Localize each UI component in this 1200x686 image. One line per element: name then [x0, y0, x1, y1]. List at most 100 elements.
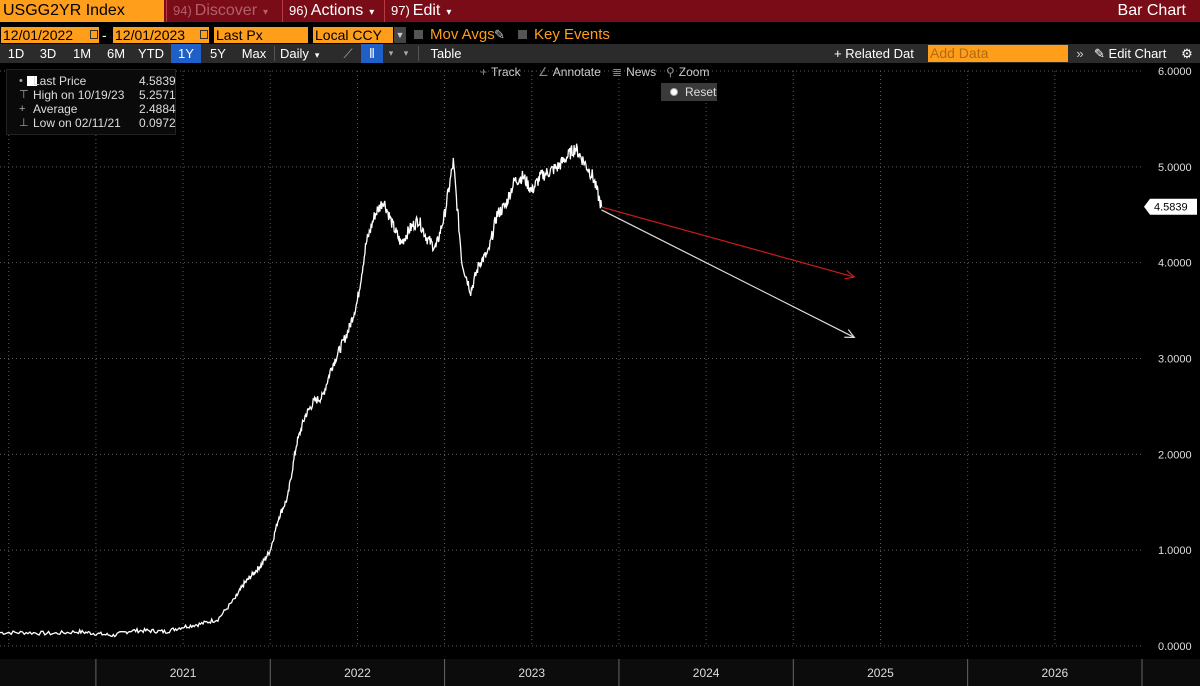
- track-tool-label: Track: [491, 65, 521, 79]
- legend-low-value: 0.0972: [139, 116, 176, 130]
- start-date-value: 12/01/2022: [3, 27, 74, 43]
- y-tick-label: 1.0000: [1158, 545, 1192, 557]
- range-max-button[interactable]: Max: [241, 46, 267, 61]
- y-tick-label: 4.0000: [1158, 258, 1192, 270]
- legend-average-value: 2.4884: [139, 102, 176, 116]
- chevron-down-icon[interactable]: ▼: [394, 27, 406, 43]
- trend-arrow-head: [844, 329, 856, 339]
- legend-last-price: • Last Price 4.5839: [7, 74, 176, 88]
- table-button[interactable]: Table: [430, 46, 462, 61]
- reset-button[interactable]: Reset: [661, 83, 717, 101]
- range-6m-button[interactable]: 6M: [106, 46, 126, 61]
- chevron-down-icon: ▾: [369, 7, 375, 18]
- price-legend: • Last Price 4.5839 ⊤ High on 10/19/23 5…: [6, 69, 176, 135]
- x-tick-label: 2022: [344, 666, 371, 680]
- annotate-icon: ∠: [538, 65, 549, 79]
- ticker-field[interactable]: USGG2YR Index: [0, 0, 164, 22]
- edit-chart-button[interactable]: ✎ Edit Chart: [1094, 44, 1176, 63]
- frequency-selector[interactable]: Daily ▾: [276, 44, 330, 63]
- end-date-field[interactable]: 12/01/2023: [113, 27, 209, 43]
- range-ytd-button[interactable]: YTD: [138, 46, 164, 61]
- currency-selector[interactable]: Local CCY: [313, 27, 393, 43]
- divider: [418, 46, 419, 61]
- x-tick-label: 2023: [518, 666, 545, 680]
- actions-menu-number: 96): [289, 3, 308, 18]
- news-icon: ≣: [612, 65, 623, 79]
- news-tool[interactable]: ≣ News: [612, 64, 656, 80]
- legend-high: ⊤ High on 10/19/23 5.2571: [7, 88, 176, 102]
- divider: [274, 46, 275, 61]
- discover-menu-label: Discover: [194, 2, 258, 19]
- bullet-icon: •: [19, 75, 23, 87]
- radio-icon: [670, 88, 678, 96]
- legend-low-label: Low on 02/11/21: [33, 116, 121, 130]
- trend-arrow-line: [601, 206, 855, 278]
- actions-menu[interactable]: 96) Actions ▾: [282, 0, 382, 22]
- range-1y-button[interactable]: 1Y: [171, 44, 201, 63]
- reset-label: Reset: [685, 85, 717, 99]
- command-bar: USGG2YR Index 94) Discover ▾ 96) Actions ▾ 9…: [0, 0, 1200, 22]
- actions-menu-label: Actions: [310, 2, 364, 19]
- field-selector[interactable]: Last Px: [214, 27, 308, 43]
- trend-arrow-head: [844, 269, 856, 280]
- x-tick-label: 2021: [170, 666, 197, 680]
- annotate-tool[interactable]: ∠ Annotate: [538, 64, 601, 80]
- chart-type-title: Bar Chart: [1117, 2, 1186, 19]
- x-axis-band: [0, 659, 1200, 686]
- last-value-tag: [1144, 198, 1197, 215]
- x-tick-label: 2024: [693, 666, 720, 680]
- trend-arrow-line: [601, 209, 855, 338]
- range-1m-button[interactable]: 1M: [72, 46, 92, 61]
- annotate-tool-label: Annotate: [552, 65, 601, 79]
- chevron-down-icon[interactable]: ▾: [388, 48, 394, 58]
- start-date-field[interactable]: 12/01/2022: [1, 27, 99, 43]
- series-swatch: [27, 76, 37, 86]
- chevron-down-icon[interactable]: ▾: [403, 48, 409, 58]
- last-value-label: 4.5839: [1154, 202, 1188, 214]
- crosshair-icon: +: [480, 65, 488, 79]
- related-data-button[interactable]: + Related Dat: [834, 46, 914, 61]
- pencil-icon[interactable]: ✎: [494, 27, 505, 42]
- end-date-value: 12/01/2023: [115, 27, 186, 43]
- bar-chart-icon[interactable]: ⫴: [361, 44, 383, 63]
- legend-average-label: Average: [33, 102, 78, 116]
- range-1d-button[interactable]: 1D: [7, 46, 25, 61]
- x-tick-label: 2026: [1041, 666, 1068, 680]
- x-tick-label: 2025: [867, 666, 894, 680]
- legend-high-label: High on 10/19/23: [33, 88, 125, 102]
- mov-avgs-checkbox[interactable]: [414, 30, 423, 39]
- legend-high-value: 5.2571: [139, 88, 176, 102]
- range-5y-button[interactable]: 5Y: [210, 46, 226, 61]
- key-events-checkbox[interactable]: [518, 30, 527, 39]
- edit-menu-number: 97): [391, 3, 410, 18]
- calendar-icon[interactable]: [90, 30, 98, 39]
- legend-last-label: Last Price: [33, 74, 87, 88]
- range-3d-button[interactable]: 3D: [39, 46, 57, 61]
- price-series-line: [0, 143, 603, 638]
- calendar-icon[interactable]: [200, 30, 208, 39]
- gear-icon[interactable]: ⚙: [1181, 46, 1193, 61]
- y-tick-label: 2.0000: [1158, 449, 1192, 461]
- y-tick-label: 3.0000: [1158, 354, 1192, 366]
- price-chart[interactable]: 0.0000 1.0000 2.0000 3.0000 4.0000 5.0000 6.00…: [0, 63, 1200, 686]
- zoom-tool[interactable]: ⚲ Zoom: [666, 64, 709, 80]
- chevron-down-icon: ▾: [263, 7, 269, 18]
- edit-chart-label: Edit Chart: [1108, 46, 1167, 61]
- magnifier-icon: ⚲: [666, 65, 675, 79]
- mov-avgs-label: Mov Avgs: [430, 26, 495, 43]
- y-tick-label: 6.0000: [1158, 66, 1192, 78]
- line-chart-icon[interactable]: ⟋: [343, 46, 353, 61]
- edit-menu-label: Edit: [412, 2, 441, 19]
- track-tool[interactable]: + Track: [480, 64, 521, 80]
- edit-menu[interactable]: 97) Edit ▾: [384, 0, 464, 22]
- low-marker-icon: ⊥: [19, 117, 29, 129]
- high-marker-icon: ⊤: [19, 89, 29, 101]
- key-events-label: Key Events: [534, 26, 610, 43]
- chevron-down-icon: ▾: [314, 50, 320, 60]
- discover-menu[interactable]: 94) Discover ▾: [166, 0, 280, 22]
- frequency-value: Daily: [280, 46, 309, 61]
- add-data-input[interactable]: Add Data: [928, 45, 1068, 62]
- legend-average: + Average 2.4884: [7, 102, 176, 116]
- legend-low: ⊥ Low on 02/11/21 0.0972: [7, 116, 176, 130]
- chevron-double-right-icon[interactable]: »: [1076, 46, 1084, 61]
